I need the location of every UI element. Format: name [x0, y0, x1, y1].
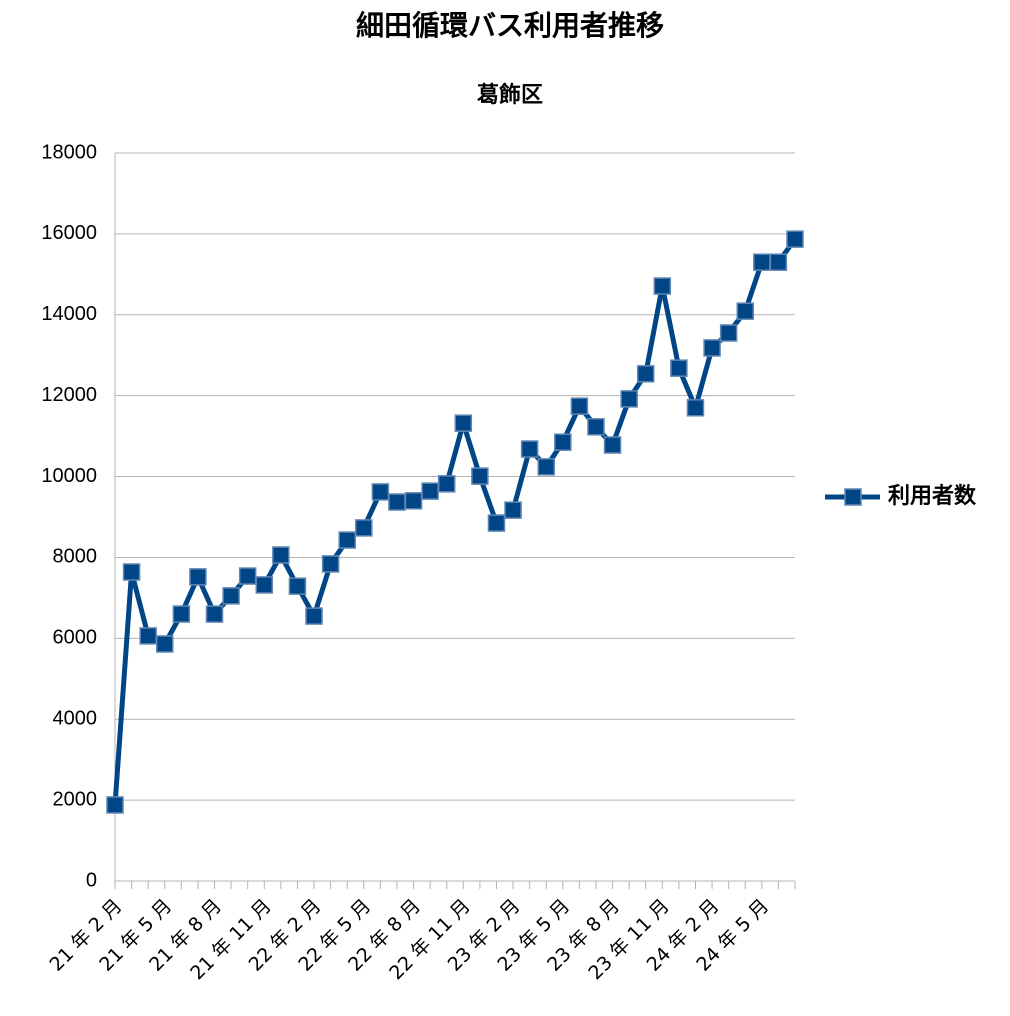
- point: [620, 390, 638, 408]
- point: [703, 339, 721, 357]
- point: [504, 501, 522, 519]
- point: [670, 359, 688, 377]
- y-tick-label: 6000: [53, 627, 98, 649]
- point: [388, 493, 406, 511]
- point: [355, 519, 373, 537]
- y-tick-label: 10000: [41, 465, 97, 487]
- y-tick-label: 14000: [41, 303, 97, 325]
- point: [570, 397, 589, 415]
- point: [139, 627, 157, 645]
- chart-title: 細田循環バス利用者推移: [356, 9, 664, 42]
- point: [471, 467, 489, 485]
- point: [686, 399, 705, 417]
- point: [321, 555, 340, 573]
- series-line: [112, 237, 798, 806]
- point: [587, 418, 605, 436]
- point: [753, 253, 771, 271]
- y-tick-label: 2000: [53, 788, 98, 810]
- point: [156, 635, 174, 653]
- point: [636, 365, 655, 383]
- point: [554, 433, 572, 451]
- point: [106, 796, 124, 814]
- point: [272, 546, 290, 564]
- point: [653, 277, 672, 295]
- point: [769, 253, 788, 271]
- point: [520, 440, 539, 458]
- y-tick-label: 8000: [53, 546, 98, 568]
- point: [238, 567, 257, 585]
- y-tick-label: 0: [86, 869, 97, 891]
- point: [288, 577, 307, 595]
- point: [338, 531, 356, 549]
- chart-subtitle: 葛飾区: [476, 82, 543, 108]
- legend-marker: [844, 488, 862, 506]
- point: [437, 475, 456, 493]
- point: [371, 483, 390, 501]
- legend-label: 利用者数: [888, 483, 977, 509]
- point: [487, 514, 506, 532]
- point: [454, 414, 473, 432]
- point: [421, 482, 439, 500]
- point: [122, 563, 141, 581]
- y-tick-label: 4000: [53, 708, 98, 730]
- point: [404, 492, 423, 510]
- point: [222, 587, 240, 605]
- point: [205, 605, 224, 623]
- point: [537, 458, 555, 476]
- point: [255, 576, 274, 594]
- point: [786, 230, 804, 248]
- point: [719, 324, 738, 342]
- point: [736, 302, 754, 320]
- point: [172, 605, 191, 623]
- point: [305, 607, 323, 625]
- y-tick-label: 12000: [41, 384, 97, 406]
- point: [603, 436, 622, 454]
- point: [189, 568, 207, 586]
- y-tick-label: 18000: [41, 141, 97, 163]
- y-tick-label: 16000: [41, 222, 97, 244]
